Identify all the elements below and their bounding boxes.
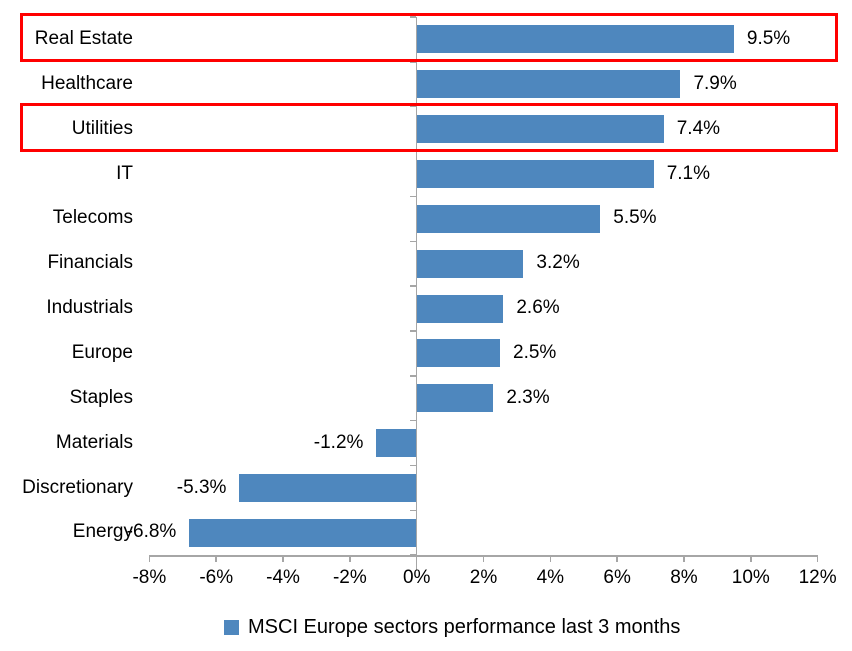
bar — [416, 70, 681, 99]
category-label: Europe — [71, 341, 133, 363]
category-axis-tick — [410, 285, 416, 287]
legend-label: MSCI Europe sectors performance last 3 m… — [248, 615, 681, 638]
value-axis-tick-label: -6% — [199, 567, 234, 589]
data-label: 2.5% — [513, 341, 557, 363]
value-axis-tick-label: 4% — [536, 567, 565, 589]
value-axis-tick — [148, 555, 151, 563]
data-label: -1.2% — [313, 431, 364, 453]
category-axis-tick — [410, 195, 416, 198]
category-label: Materials — [55, 431, 133, 453]
value-axis-tick — [750, 555, 752, 563]
value-axis-tick-label: -8% — [132, 567, 167, 589]
bar — [416, 159, 654, 188]
bar — [416, 384, 494, 413]
value-axis-tick — [415, 555, 418, 563]
value-axis-tick-label: 2% — [469, 567, 498, 589]
value-axis-tick — [349, 555, 351, 563]
highlight-box-real-estate — [20, 13, 838, 62]
bar — [239, 473, 417, 502]
value-axis-tick-label: -2% — [332, 567, 367, 589]
category-axis-tick — [410, 105, 416, 108]
category-axis-tick — [410, 240, 416, 242]
category-label: Healthcare — [41, 72, 133, 94]
bar — [189, 518, 417, 547]
data-label: 7.4% — [676, 117, 721, 139]
data-label: 5.5% — [613, 207, 657, 229]
data-label: -5.3% — [176, 476, 227, 498]
category-label: Real Estate — [34, 28, 133, 49]
value-axis-tick — [482, 555, 485, 563]
data-label: 3.2% — [536, 252, 580, 274]
legend: MSCI Europe sectors performance last 3 m… — [224, 613, 680, 641]
category-label: Staples — [69, 386, 133, 408]
category-label: Financials — [47, 252, 133, 274]
data-label: 7.1% — [666, 162, 711, 184]
bar — [416, 339, 501, 368]
category-label: Industrials — [46, 297, 133, 319]
data-label: -6.8% — [126, 521, 177, 543]
value-axis-tick — [616, 555, 618, 563]
value-axis-zero-line — [415, 17, 418, 571]
value-axis-tick — [683, 555, 685, 563]
value-axis-tick-label: 12% — [798, 567, 837, 589]
bar — [416, 115, 664, 144]
category-label: Energy — [72, 521, 133, 543]
value-axis-tick-label: 0% — [402, 567, 431, 589]
category-axis-tick — [410, 419, 416, 422]
category-axis-tick — [410, 330, 416, 332]
category-label: IT — [116, 162, 133, 184]
data-label: 2.3% — [506, 386, 550, 408]
value-axis-tick — [215, 555, 217, 563]
value-axis-tick — [549, 555, 552, 563]
bar — [416, 249, 524, 278]
category-axis-tick — [410, 509, 416, 512]
value-axis-tick-label: 10% — [731, 567, 770, 589]
category-axis-tick — [410, 375, 416, 377]
bar — [416, 25, 734, 54]
category-label: Utilities — [71, 117, 133, 139]
bar — [416, 294, 504, 323]
legend-series-swatch-icon — [224, 619, 239, 635]
value-axis-tick-label: 6% — [603, 567, 631, 589]
data-label: 7.9% — [693, 72, 737, 94]
category-label: Discretionary — [22, 476, 133, 498]
value-axis-tick-label: 8% — [670, 567, 698, 589]
bar — [416, 204, 601, 233]
value-axis-tick — [816, 555, 819, 563]
category-label: Telecoms — [52, 207, 133, 229]
category-axis-tick — [410, 464, 416, 467]
bar — [376, 429, 417, 458]
category-axis-tick — [410, 16, 416, 18]
highlight-box-utilities — [20, 102, 838, 152]
value-axis-tick — [282, 555, 284, 563]
data-label: 9.5% — [746, 28, 791, 49]
data-label: 2.6% — [516, 297, 560, 319]
value-axis-tick-label: -4% — [266, 567, 300, 589]
